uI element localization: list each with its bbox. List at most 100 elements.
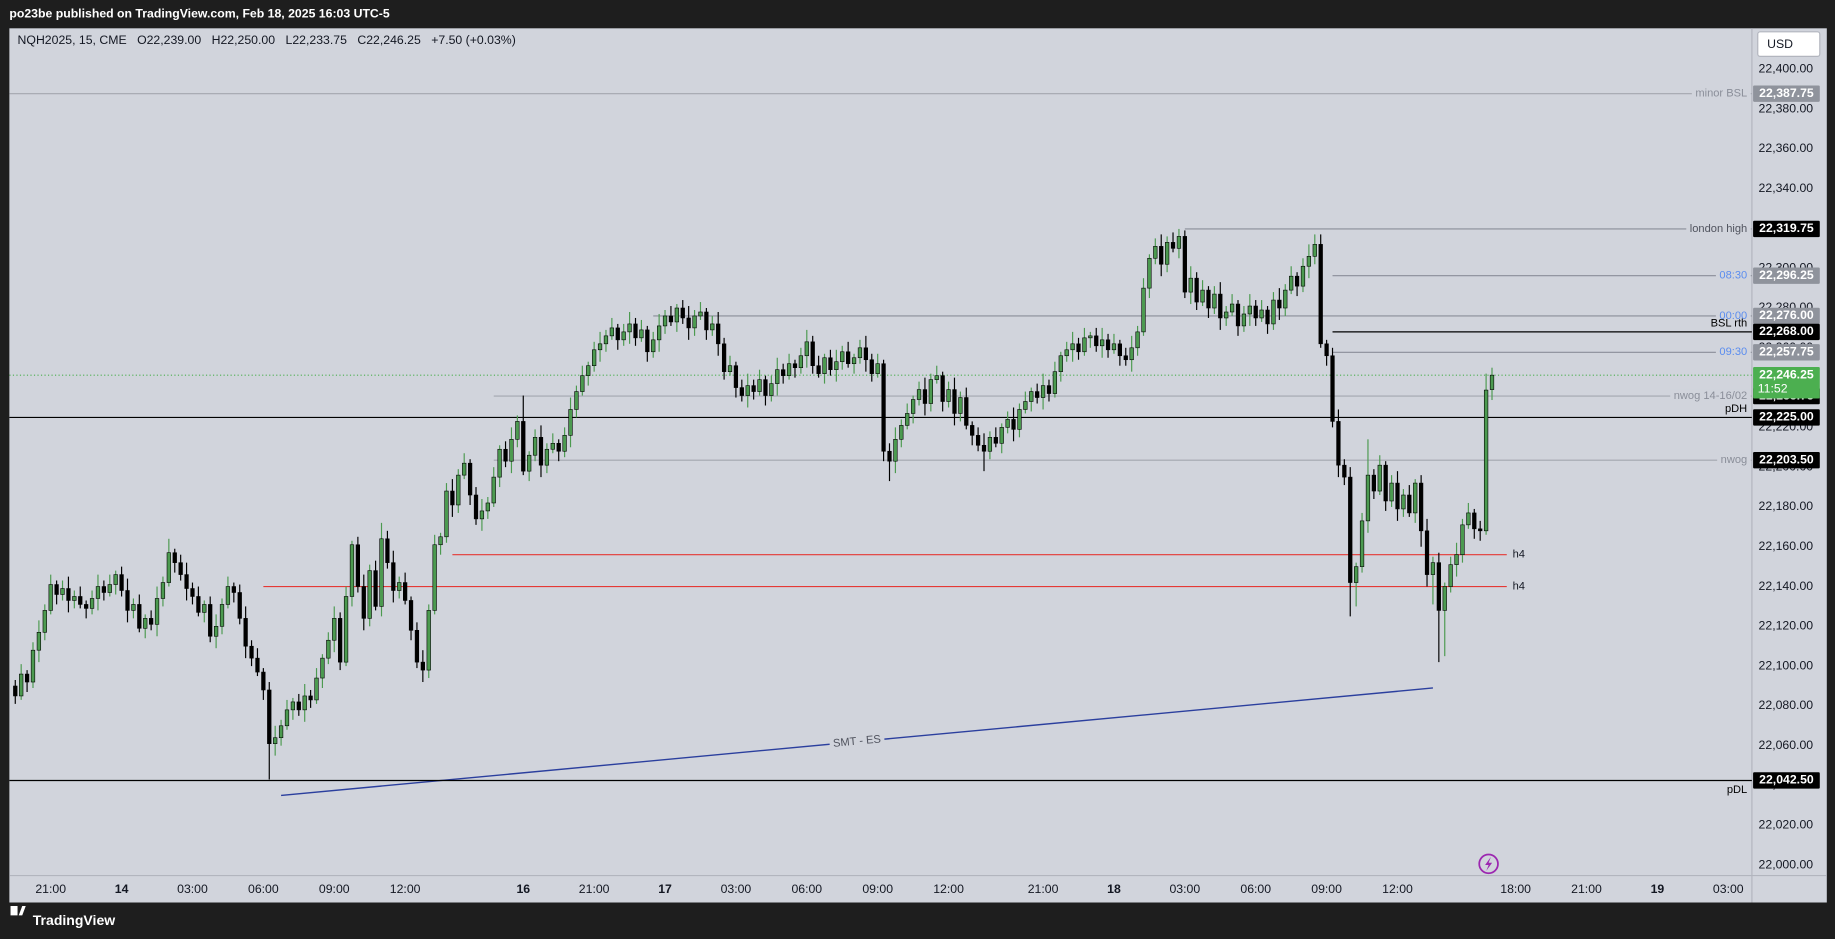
candle-body bbox=[84, 604, 89, 609]
y-tick-label: 22,140.00 bbox=[1759, 579, 1814, 593]
level-label-bg bbox=[1717, 454, 1751, 467]
candle-body bbox=[515, 421, 520, 440]
candle-body bbox=[509, 439, 514, 462]
candle-body bbox=[284, 709, 290, 727]
alert-icon-bolt bbox=[1485, 856, 1493, 871]
price-box-label: 22,257.75 bbox=[1759, 345, 1814, 359]
candle-body bbox=[101, 586, 106, 593]
y-tick-label: 22,060.00 bbox=[1759, 738, 1814, 752]
x-tick-label: 18 bbox=[1107, 882, 1121, 896]
candle-body bbox=[1040, 385, 1046, 398]
candle-body bbox=[763, 379, 768, 396]
candle-body bbox=[1105, 339, 1111, 351]
candle-body bbox=[603, 335, 609, 345]
legend-close: C22,246.25 bbox=[357, 33, 421, 47]
candle-body bbox=[769, 383, 774, 396]
candle-body bbox=[290, 701, 296, 711]
candle-body bbox=[107, 584, 112, 593]
candle-body bbox=[1088, 335, 1093, 339]
alert-icon[interactable] bbox=[1478, 853, 1499, 875]
candle-body bbox=[704, 311, 709, 331]
candle-body bbox=[1478, 528, 1483, 532]
candle-body bbox=[1135, 331, 1140, 349]
currency-box[interactable] bbox=[1757, 31, 1821, 57]
level-label: pDH bbox=[1725, 403, 1747, 415]
candle-body bbox=[958, 397, 963, 414]
candle-body bbox=[757, 379, 762, 392]
candle-body bbox=[1483, 389, 1489, 532]
candle-body bbox=[1206, 289, 1211, 309]
candle-body bbox=[302, 695, 307, 711]
candle-body bbox=[828, 357, 833, 370]
candle-body bbox=[332, 618, 337, 641]
candle-body bbox=[497, 448, 502, 478]
candle-body bbox=[1188, 277, 1193, 293]
candle-body bbox=[273, 737, 278, 744]
candle-body bbox=[922, 389, 928, 404]
trendline-label-bg bbox=[829, 733, 885, 751]
candle-body bbox=[1011, 419, 1016, 430]
x-tick-label: 12:00 bbox=[1382, 882, 1413, 896]
candle-body bbox=[810, 341, 815, 366]
y-tick-label: 22,160.00 bbox=[1759, 539, 1814, 553]
candle-body bbox=[916, 389, 922, 400]
candle-body bbox=[1229, 303, 1235, 313]
candle-body bbox=[781, 369, 786, 376]
candle-body bbox=[60, 588, 65, 595]
candle-body bbox=[1336, 421, 1341, 466]
candle-body bbox=[686, 317, 691, 329]
current-price-box bbox=[1753, 366, 1820, 399]
candle-body bbox=[485, 502, 490, 512]
candle-body bbox=[255, 657, 260, 673]
candle-body bbox=[190, 588, 195, 597]
candle-body bbox=[586, 365, 591, 376]
level-label-bg bbox=[1691, 87, 1751, 100]
candle-body bbox=[1182, 236, 1187, 293]
candle-body bbox=[1383, 464, 1388, 502]
candle-body bbox=[527, 454, 532, 472]
candle-body bbox=[373, 570, 378, 607]
candle-body bbox=[1129, 347, 1134, 361]
candle-body bbox=[1247, 305, 1252, 315]
candle-body bbox=[651, 339, 656, 353]
x-tick-label: 09:00 bbox=[319, 882, 350, 896]
candle-body bbox=[444, 490, 449, 538]
price-box-label: 22,268.00 bbox=[1759, 324, 1814, 338]
candle-body bbox=[249, 645, 254, 659]
candle-body bbox=[420, 661, 425, 671]
candle-body bbox=[1489, 374, 1495, 390]
legend-symbol: NQH2025, 15, CME bbox=[18, 33, 127, 47]
candle-body bbox=[645, 329, 650, 353]
candle-body bbox=[621, 331, 626, 341]
candle-body bbox=[940, 375, 945, 402]
currency[interactable]: USD bbox=[1767, 37, 1793, 51]
candle-body bbox=[999, 427, 1004, 444]
overlay: NQH2025, 15, CME O22,239.00 H22,250.00 L… bbox=[10, 31, 1821, 928]
x-tick-label: 12:00 bbox=[390, 882, 421, 896]
price-box bbox=[1753, 772, 1820, 789]
y-tick-label: 22,400.00 bbox=[1759, 62, 1814, 76]
candle-body bbox=[125, 590, 130, 611]
candle-body bbox=[320, 657, 325, 679]
level-label-bg bbox=[1715, 309, 1751, 322]
candle-body bbox=[72, 596, 77, 601]
candle-body bbox=[119, 574, 124, 591]
candle-body bbox=[1306, 255, 1312, 267]
trendline-label: SMT - ES bbox=[833, 733, 882, 749]
candle-body bbox=[1017, 409, 1022, 430]
candle-body bbox=[403, 582, 408, 601]
candle-body bbox=[456, 474, 461, 506]
candle-body bbox=[1259, 309, 1264, 319]
candle-body bbox=[1466, 512, 1471, 526]
candle-body bbox=[544, 448, 550, 466]
candle-body bbox=[1277, 299, 1282, 309]
candle-body bbox=[1200, 289, 1205, 303]
candle-body bbox=[450, 490, 455, 506]
logo bbox=[10, 906, 26, 916]
price-box bbox=[1753, 220, 1820, 238]
legend-open: O22,239.00 bbox=[137, 33, 201, 47]
candle-body bbox=[1058, 355, 1063, 372]
candle-body bbox=[361, 586, 366, 619]
candle-body bbox=[1212, 293, 1217, 309]
chart-background bbox=[9, 28, 1827, 903]
